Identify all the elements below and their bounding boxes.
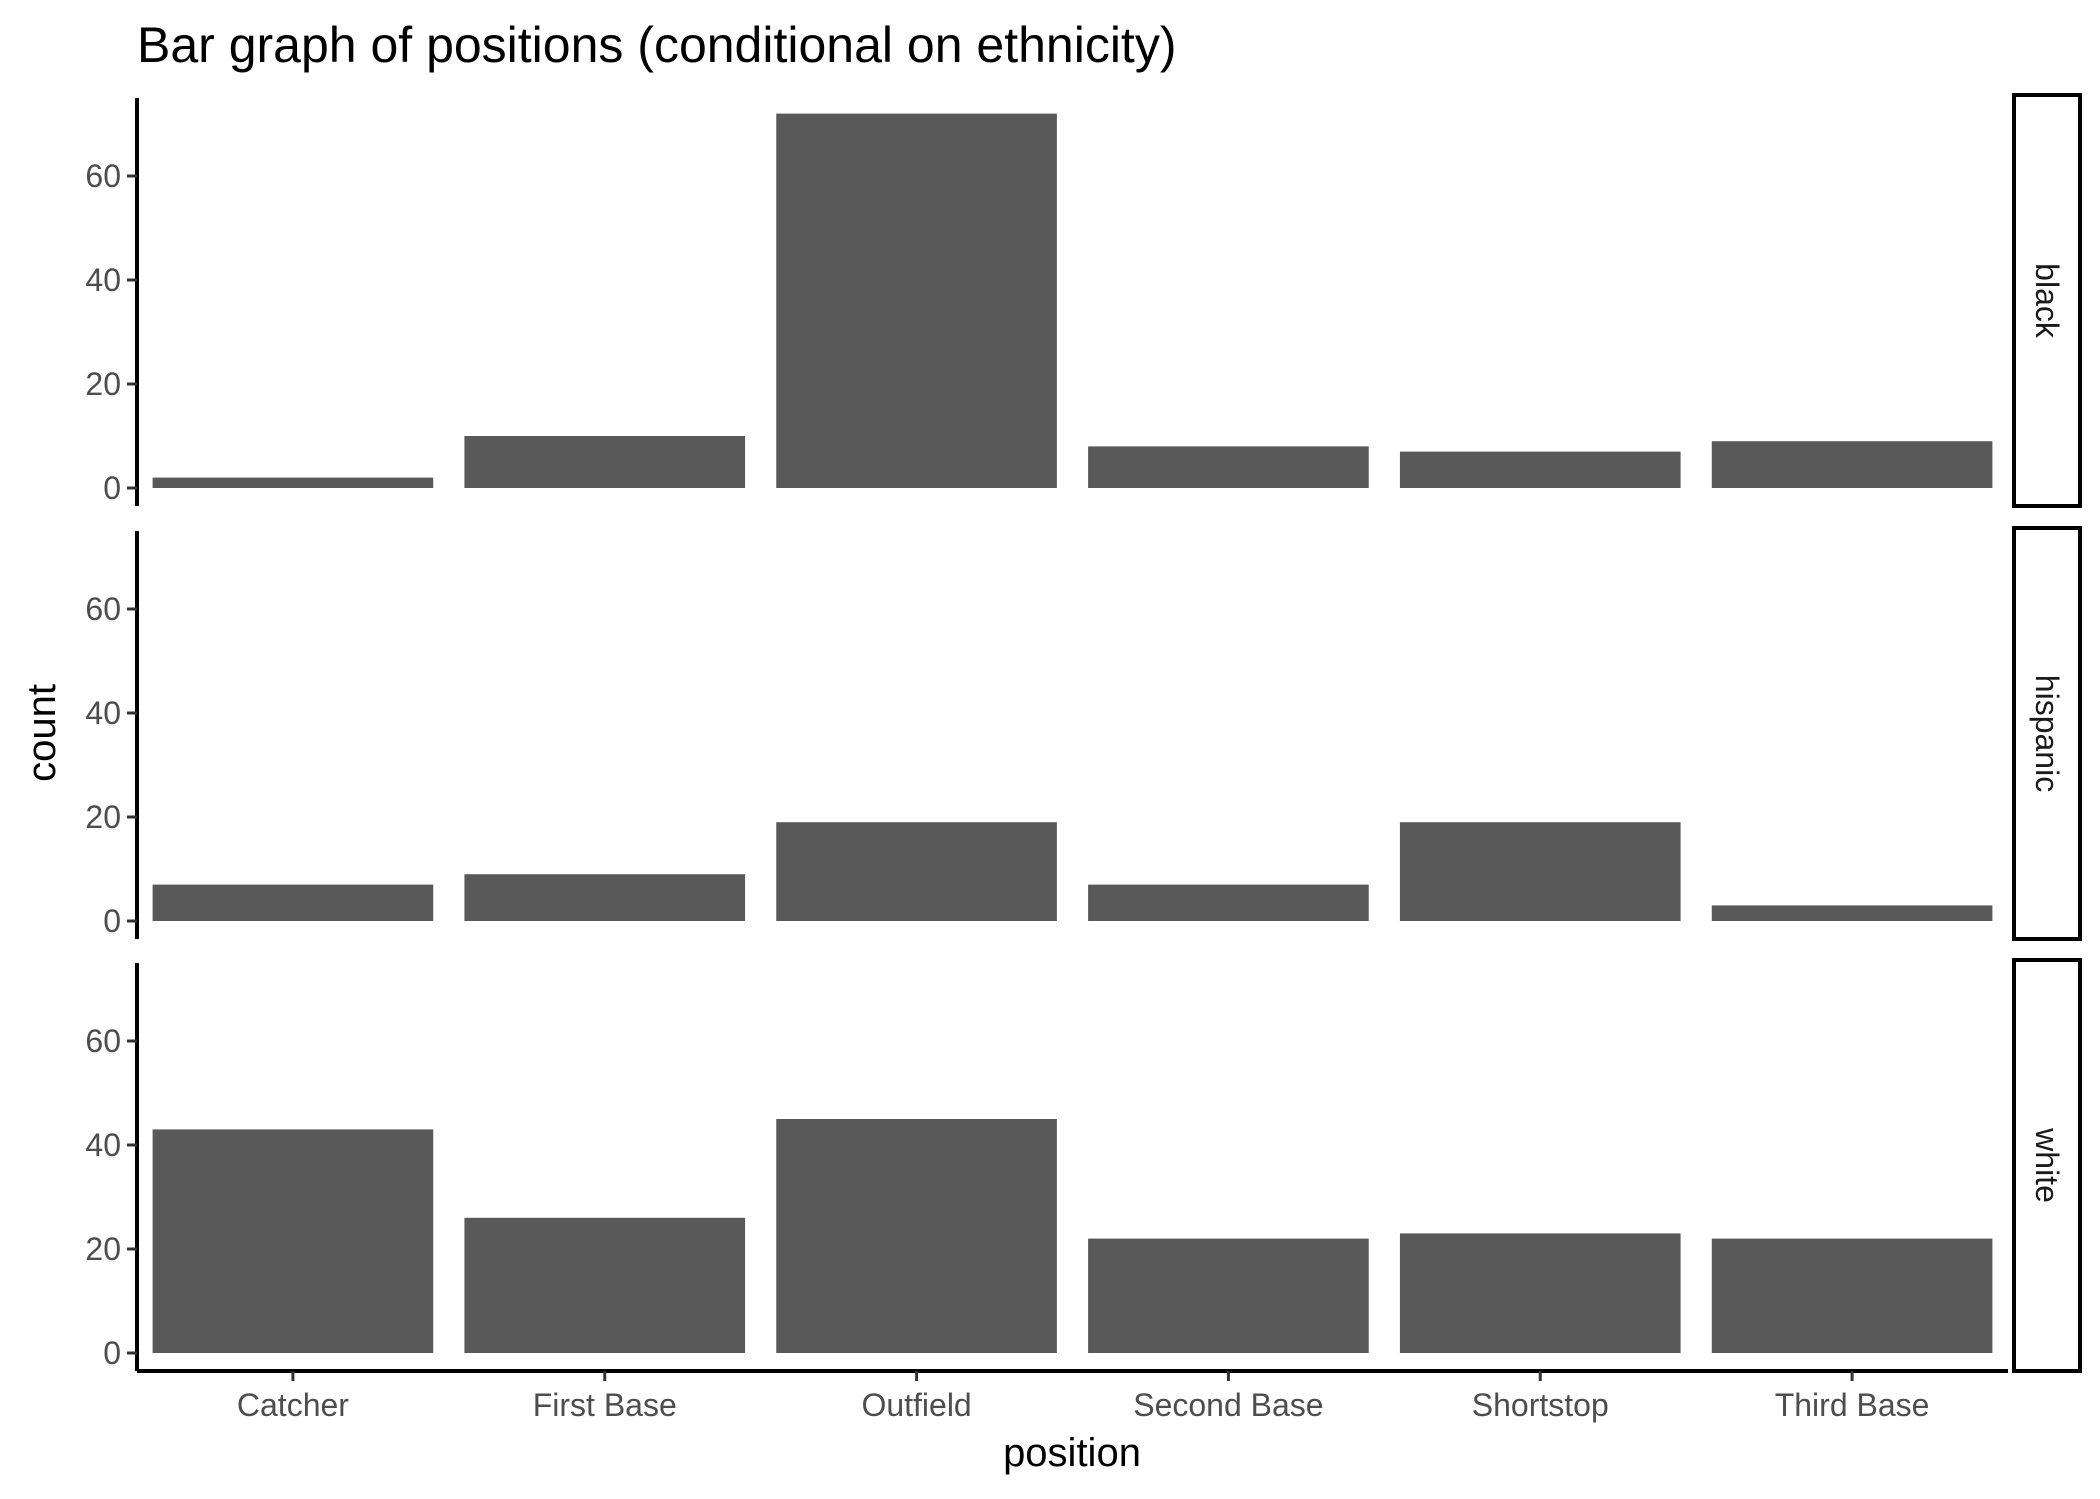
bar-black-first-base bbox=[464, 436, 746, 488]
bar-black-outfield bbox=[776, 113, 1057, 488]
x-axis-title: position bbox=[1003, 1431, 1141, 1475]
y-tick-label: 0 bbox=[103, 470, 121, 506]
bar-hispanic-shortstop bbox=[1399, 822, 1681, 921]
bar-white-second-base bbox=[1088, 1238, 1369, 1353]
facet-strip bbox=[2012, 958, 2082, 1373]
bar-black-shortstop bbox=[1399, 451, 1681, 488]
x-tick-label: Catcher bbox=[237, 1387, 349, 1423]
y-axis-title: count bbox=[20, 684, 64, 782]
y-tick-label: 60 bbox=[85, 1023, 121, 1059]
chart-title: Bar graph of positions (conditional on e… bbox=[137, 17, 1176, 73]
facet-strip-label: black bbox=[2029, 263, 2065, 339]
bar-hispanic-catcher bbox=[152, 884, 434, 921]
bar-white-outfield bbox=[776, 1119, 1057, 1353]
bar-white-shortstop bbox=[1399, 1233, 1681, 1353]
facet-panel-white: 0 20 40 60 white bbox=[85, 958, 2082, 1373]
bar-hispanic-first-base bbox=[464, 874, 746, 921]
y-tick-label: 20 bbox=[85, 1231, 121, 1267]
facet-strip-label: white bbox=[2029, 1127, 2065, 1203]
y-tick-label: 40 bbox=[85, 1127, 121, 1163]
y-tick-label: 60 bbox=[85, 591, 121, 627]
bar-hispanic-third-base bbox=[1711, 905, 1993, 921]
x-tick-label: Third Base bbox=[1775, 1387, 1930, 1423]
bar-black-third-base bbox=[1711, 441, 1993, 488]
x-tick-label: Shortstop bbox=[1472, 1387, 1609, 1423]
y-tick-label: 60 bbox=[85, 158, 121, 194]
y-tick-label: 40 bbox=[85, 262, 121, 298]
y-tick-label: 40 bbox=[85, 695, 121, 731]
facet-panel-hispanic: 0 20 40 60 hispanic bbox=[85, 526, 2082, 941]
x-tick-label: Second Base bbox=[1133, 1387, 1323, 1423]
facet-strip bbox=[2012, 93, 2082, 508]
y-tick-label: 0 bbox=[103, 903, 121, 939]
y-tick-label: 20 bbox=[85, 799, 121, 835]
bar-hispanic-outfield bbox=[776, 822, 1057, 921]
facet-panel-black: 0 20 40 60 black bbox=[85, 93, 2082, 508]
facet-strip bbox=[2012, 526, 2082, 941]
x-tick-label: First Base bbox=[533, 1387, 677, 1423]
facet-strip-label: hispanic bbox=[2029, 675, 2065, 792]
bar-hispanic-second-base bbox=[1088, 884, 1369, 921]
bar-black-second-base bbox=[1088, 446, 1369, 488]
bar-black-catcher bbox=[152, 477, 434, 488]
y-tick-label: 0 bbox=[103, 1335, 121, 1371]
facet-panels: 0 20 40 60 black 0 20 40 60 hispanic 0 20 40 60 white C… bbox=[85, 93, 2082, 1423]
bar-white-catcher bbox=[152, 1129, 434, 1353]
bar-white-third-base bbox=[1711, 1238, 1993, 1353]
y-tick-label: 20 bbox=[85, 366, 121, 402]
x-tick-label: Outfield bbox=[861, 1387, 971, 1423]
bar-white-first-base bbox=[464, 1217, 746, 1353]
